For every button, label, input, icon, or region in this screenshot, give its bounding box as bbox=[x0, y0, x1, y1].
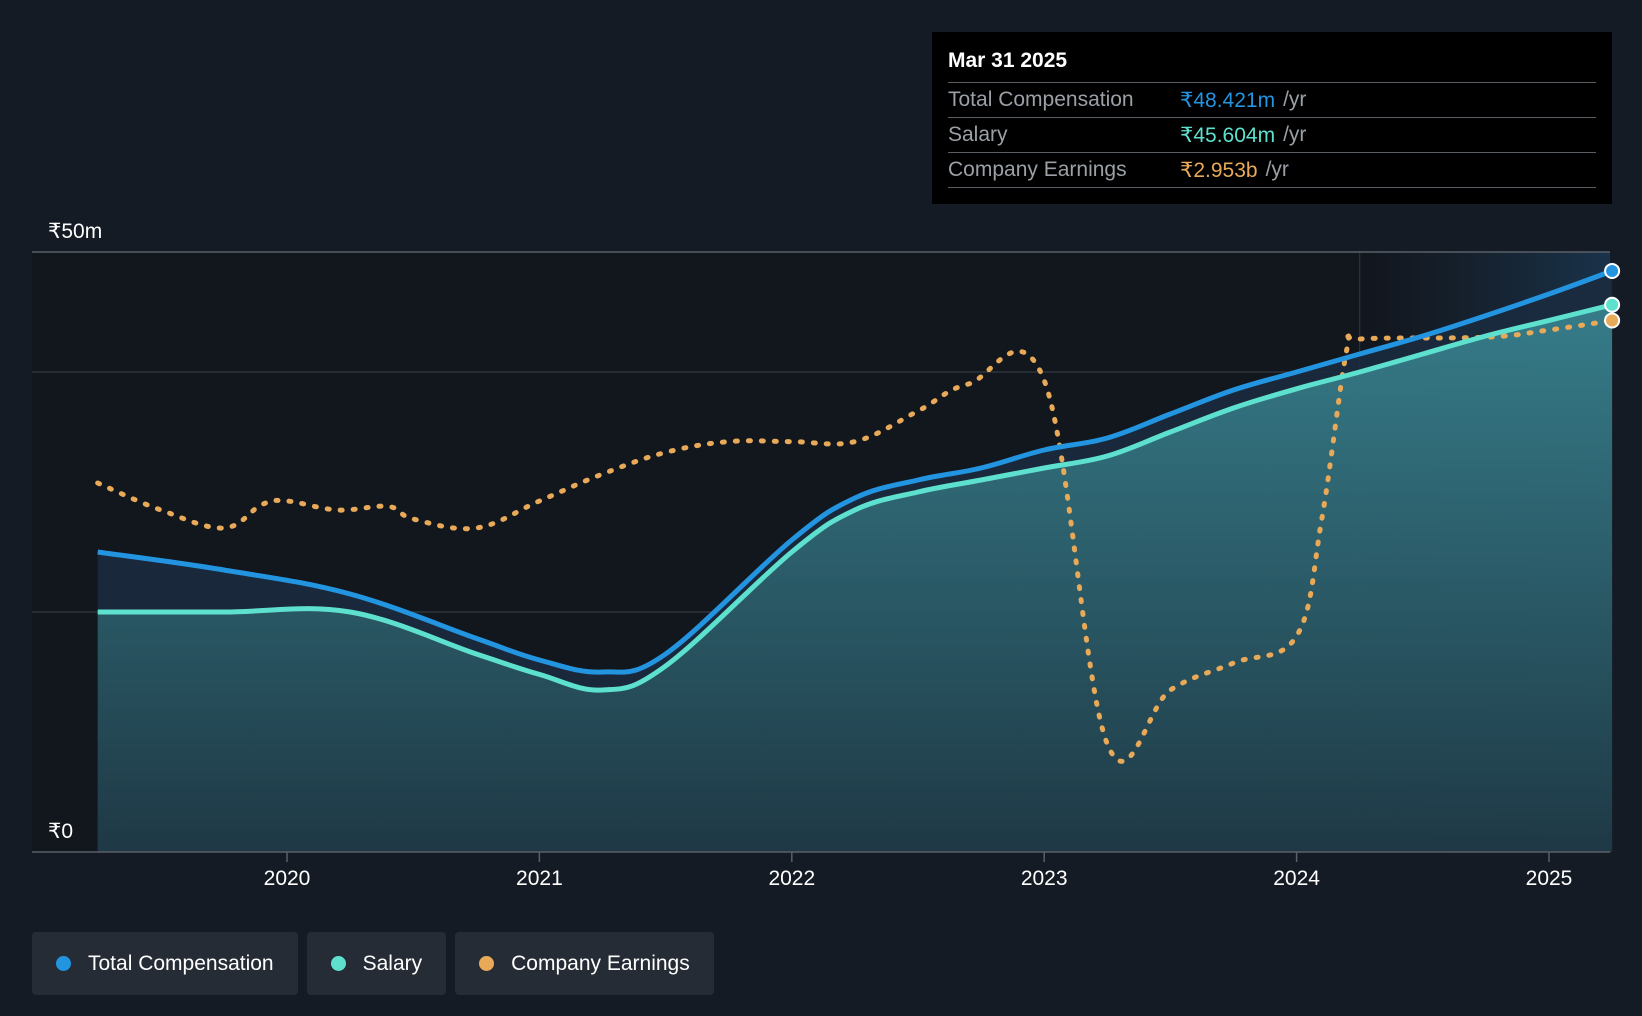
tooltip-unit: /yr bbox=[1283, 123, 1307, 146]
legend-dot-icon bbox=[56, 956, 71, 971]
salary-area bbox=[97, 304, 1613, 852]
x-tick-label: 2023 bbox=[1021, 867, 1068, 890]
tooltip-unit: /yr bbox=[1265, 158, 1289, 181]
x-tick-label: 2025 bbox=[1526, 867, 1573, 890]
chart-legend: Total Compensation Salary Company Earnin… bbox=[32, 932, 714, 995]
company-earnings-end-marker bbox=[1604, 312, 1621, 329]
legend-dot-icon bbox=[330, 956, 346, 971]
tooltip-row-salary: Salary ₹45.604m /yr bbox=[948, 117, 1596, 152]
legend-label: Company Earnings bbox=[511, 951, 690, 975]
tooltip-label: Salary bbox=[948, 123, 1008, 146]
x-tick-label: 2022 bbox=[768, 867, 815, 890]
x-tick-label: 2024 bbox=[1273, 867, 1320, 890]
legend-label: Total Compensation bbox=[88, 951, 274, 975]
y-tick-label: ₹0 bbox=[48, 820, 73, 843]
x-tick-label: 2020 bbox=[264, 867, 311, 890]
legend-item-salary[interactable]: Salary bbox=[306, 932, 447, 995]
tooltip-row-total-compensation: Total Compensation ₹48.421m /yr bbox=[948, 82, 1596, 117]
tooltip-row-company-earnings: Company Earnings ₹2.953b /yr bbox=[948, 152, 1596, 188]
salary-line bbox=[97, 302, 1613, 693]
tooltip-value: ₹45.604m bbox=[1180, 123, 1276, 147]
total-compensation-end-marker bbox=[1604, 262, 1621, 279]
x-tick-label: 2021 bbox=[516, 867, 563, 890]
y-tick-label: ₹50m bbox=[48, 220, 102, 243]
hover-tooltip: Mar 31 2025 Total Compensation ₹48.421m … bbox=[932, 32, 1612, 204]
tooltip-label: Company Earnings bbox=[948, 158, 1127, 181]
legend-label: Salary bbox=[362, 951, 423, 975]
tooltip-unit: /yr bbox=[1283, 88, 1307, 111]
end-markers bbox=[1604, 262, 1621, 329]
legend-dot-icon bbox=[479, 956, 495, 971]
tooltip-value: ₹2.953b bbox=[1180, 158, 1258, 182]
salary-end-marker bbox=[1604, 296, 1621, 313]
legend-item-total-compensation[interactable]: Total Compensation bbox=[32, 932, 298, 995]
legend-item-company-earnings[interactable]: Company Earnings bbox=[455, 932, 714, 995]
x-axis-ticks: 2020 2021 2022 2023 2024 2025 bbox=[264, 852, 1573, 890]
tooltip-date: Mar 31 2025 bbox=[948, 49, 1068, 72]
y-axis-ticks: ₹0 ₹50m bbox=[48, 220, 102, 843]
tooltip-label: Total Compensation bbox=[948, 88, 1134, 111]
total-compensation-line bbox=[97, 268, 1613, 675]
company-earnings-line bbox=[95, 318, 1615, 764]
tooltip-value: ₹48.421m bbox=[1180, 88, 1276, 112]
